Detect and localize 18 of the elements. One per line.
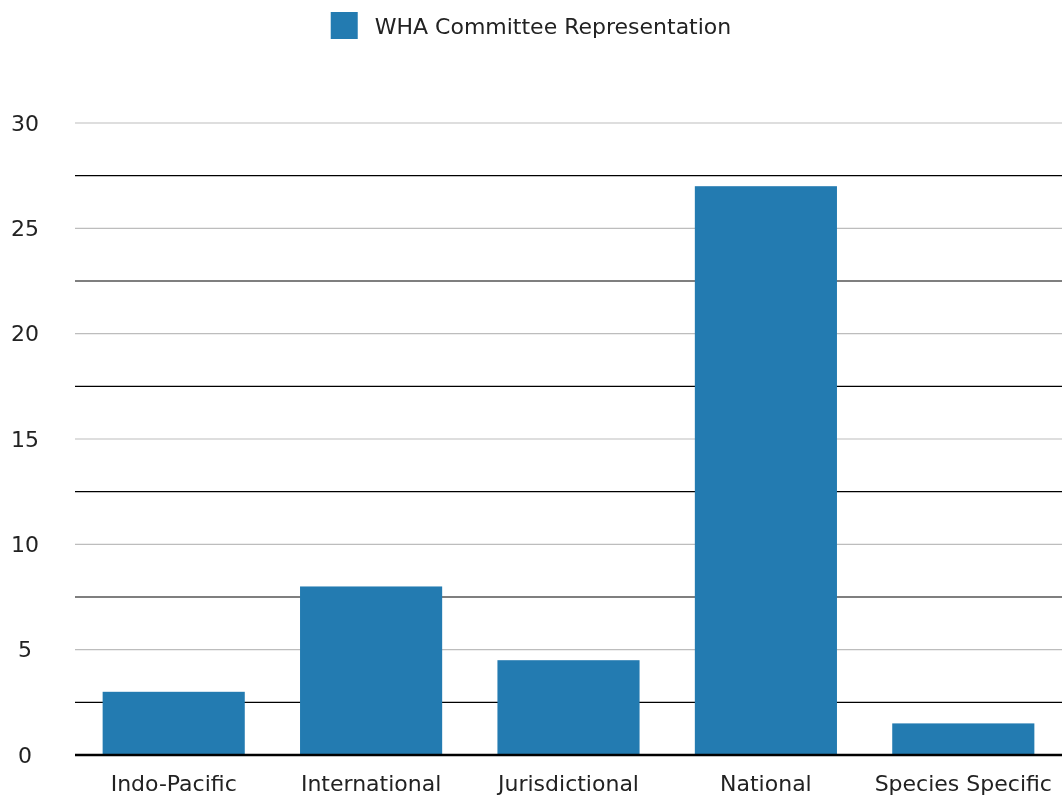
x-tick-label: International [300, 770, 442, 796]
legend-label: WHA Committee Representation [374, 14, 732, 39]
y-tick-label: 0 [18, 742, 32, 768]
y-tick-label: 5 [18, 637, 32, 663]
x-tick-label: Jurisdictional [496, 770, 639, 796]
y-tick-label: 10 [11, 531, 39, 557]
x-tick-label: National [720, 770, 812, 796]
bar [892, 723, 1035, 755]
bar [497, 660, 640, 755]
bar [694, 186, 837, 755]
bar [300, 586, 443, 755]
y-tick-label: 20 [11, 321, 39, 347]
x-tick-label: Indo-Pacific [110, 770, 237, 796]
y-tick-label: 30 [11, 110, 39, 136]
x-tick-label: Species Specific [874, 770, 1052, 796]
bar [102, 691, 245, 755]
y-tick-label: 15 [11, 426, 39, 452]
y-tick-label: 25 [11, 215, 39, 241]
